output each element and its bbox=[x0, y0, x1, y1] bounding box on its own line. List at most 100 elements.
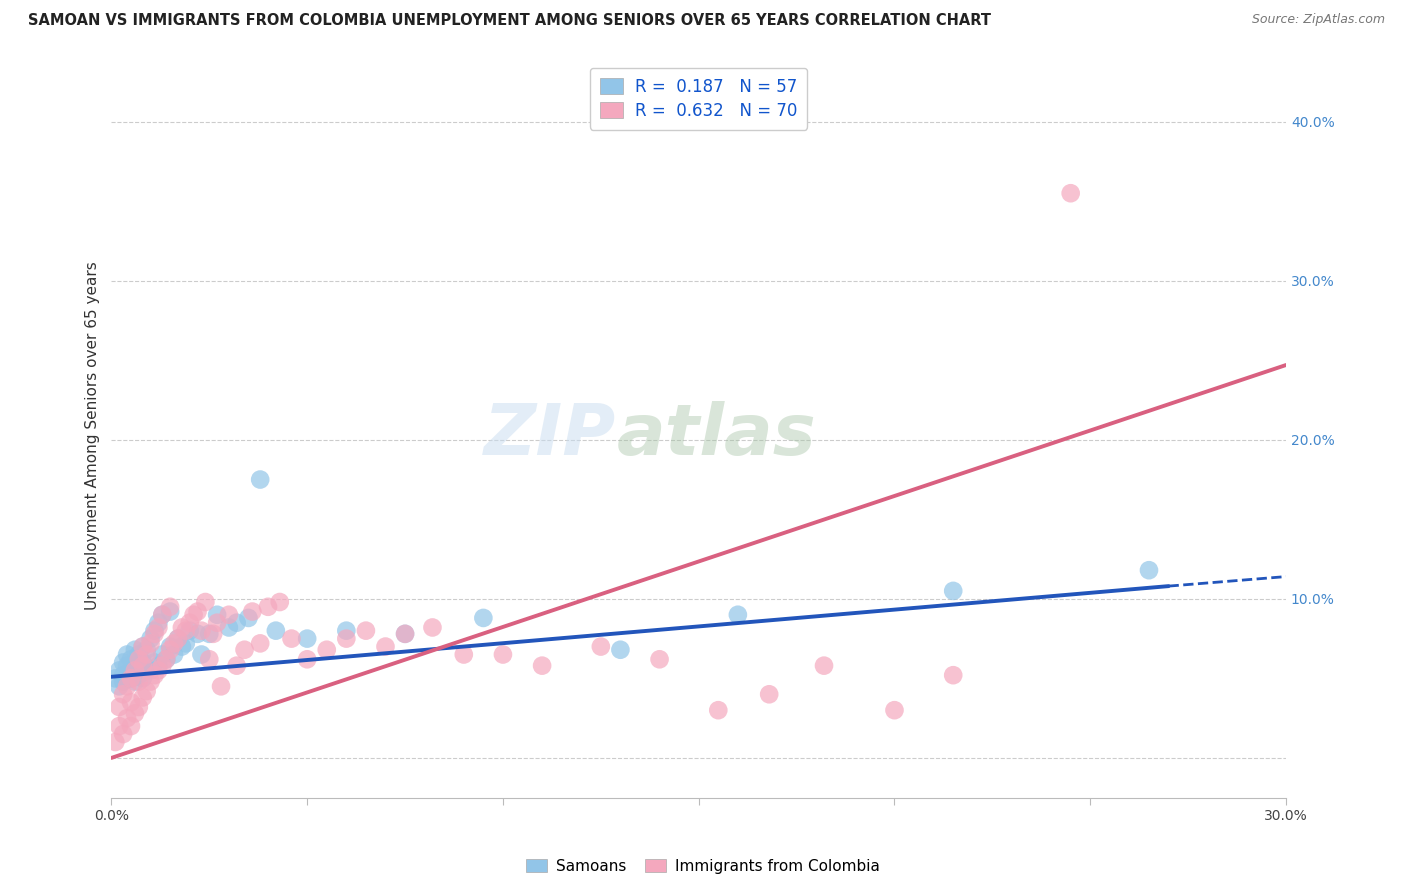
Point bbox=[115, 658, 138, 673]
Point bbox=[492, 648, 515, 662]
Point bbox=[218, 607, 240, 622]
Point bbox=[132, 658, 155, 673]
Point bbox=[139, 632, 162, 646]
Point bbox=[589, 640, 612, 654]
Point bbox=[453, 648, 475, 662]
Point bbox=[112, 727, 135, 741]
Point bbox=[179, 624, 201, 638]
Point bbox=[1137, 563, 1160, 577]
Point bbox=[115, 672, 138, 686]
Point bbox=[174, 636, 197, 650]
Point bbox=[758, 687, 780, 701]
Point bbox=[112, 668, 135, 682]
Point bbox=[183, 607, 205, 622]
Point bbox=[280, 632, 302, 646]
Point bbox=[249, 473, 271, 487]
Point bbox=[727, 607, 749, 622]
Point bbox=[942, 583, 965, 598]
Point bbox=[202, 627, 225, 641]
Point bbox=[394, 627, 416, 641]
Point bbox=[132, 640, 155, 654]
Point bbox=[238, 611, 260, 625]
Point bbox=[148, 664, 170, 678]
Legend: R =  0.187   N = 57, R =  0.632   N = 70: R = 0.187 N = 57, R = 0.632 N = 70 bbox=[591, 68, 807, 129]
Point bbox=[143, 624, 166, 638]
Point bbox=[249, 636, 271, 650]
Point bbox=[295, 652, 318, 666]
Point bbox=[163, 636, 186, 650]
Point bbox=[648, 652, 671, 666]
Point bbox=[139, 636, 162, 650]
Point bbox=[205, 615, 228, 630]
Point bbox=[139, 664, 162, 678]
Point bbox=[132, 640, 155, 654]
Point bbox=[233, 642, 256, 657]
Point bbox=[148, 658, 170, 673]
Point bbox=[198, 627, 221, 641]
Point bbox=[472, 611, 495, 625]
Point bbox=[155, 652, 177, 666]
Point bbox=[163, 648, 186, 662]
Point bbox=[128, 658, 150, 673]
Text: SAMOAN VS IMMIGRANTS FROM COLOMBIA UNEMPLOYMENT AMONG SENIORS OVER 65 YEARS CORR: SAMOAN VS IMMIGRANTS FROM COLOMBIA UNEMP… bbox=[28, 13, 991, 29]
Point bbox=[120, 695, 142, 709]
Point bbox=[354, 624, 377, 638]
Text: atlas: atlas bbox=[616, 401, 817, 470]
Point bbox=[190, 624, 212, 638]
Point bbox=[132, 672, 155, 686]
Point bbox=[128, 652, 150, 666]
Point bbox=[112, 674, 135, 689]
Point bbox=[170, 640, 193, 654]
Text: Source: ZipAtlas.com: Source: ZipAtlas.com bbox=[1251, 13, 1385, 27]
Point bbox=[124, 706, 146, 721]
Point bbox=[942, 668, 965, 682]
Point bbox=[132, 656, 155, 670]
Point bbox=[315, 642, 337, 657]
Point bbox=[707, 703, 730, 717]
Point bbox=[108, 664, 131, 678]
Point bbox=[159, 642, 181, 657]
Point bbox=[124, 642, 146, 657]
Y-axis label: Unemployment Among Seniors over 65 years: Unemployment Among Seniors over 65 years bbox=[86, 261, 100, 610]
Point bbox=[108, 700, 131, 714]
Point bbox=[225, 615, 247, 630]
Point bbox=[143, 668, 166, 682]
Point bbox=[124, 664, 146, 678]
Point bbox=[205, 607, 228, 622]
Point bbox=[190, 648, 212, 662]
Point bbox=[143, 656, 166, 670]
Point bbox=[295, 632, 318, 646]
Point bbox=[128, 648, 150, 662]
Point bbox=[883, 703, 905, 717]
Point bbox=[167, 632, 190, 646]
Point bbox=[115, 679, 138, 693]
Text: ZIP: ZIP bbox=[484, 401, 616, 470]
Point bbox=[269, 595, 291, 609]
Legend: Samoans, Immigrants from Colombia: Samoans, Immigrants from Colombia bbox=[520, 853, 886, 880]
Point bbox=[225, 658, 247, 673]
Point bbox=[335, 632, 357, 646]
Point bbox=[139, 674, 162, 689]
Point bbox=[120, 719, 142, 733]
Point bbox=[150, 607, 173, 622]
Point bbox=[609, 642, 631, 657]
Point bbox=[167, 632, 190, 646]
Point bbox=[187, 627, 209, 641]
Point bbox=[148, 620, 170, 634]
Point bbox=[150, 607, 173, 622]
Point bbox=[104, 735, 127, 749]
Point bbox=[179, 615, 201, 630]
Point bbox=[150, 648, 173, 662]
Point bbox=[240, 605, 263, 619]
Point bbox=[135, 684, 157, 698]
Point bbox=[531, 658, 554, 673]
Point bbox=[143, 627, 166, 641]
Point bbox=[209, 679, 232, 693]
Point bbox=[108, 719, 131, 733]
Point bbox=[257, 599, 280, 614]
Point bbox=[104, 672, 127, 686]
Point bbox=[115, 648, 138, 662]
Point bbox=[198, 652, 221, 666]
Point bbox=[120, 672, 142, 686]
Point bbox=[1060, 186, 1083, 201]
